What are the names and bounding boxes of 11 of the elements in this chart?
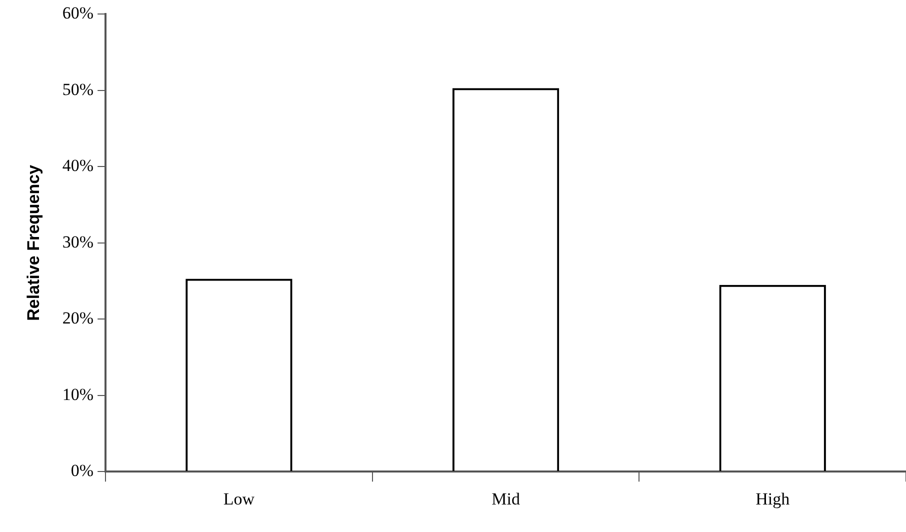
y-tick-label: 10% bbox=[62, 384, 94, 404]
y-tick-label: 30% bbox=[62, 232, 94, 252]
x-tick-label: Low bbox=[223, 489, 256, 508]
y-tick-label: 40% bbox=[62, 156, 94, 176]
y-tick-label: 20% bbox=[62, 308, 94, 328]
y-tick-label: 0% bbox=[70, 461, 94, 480]
x-tick-label: Mid bbox=[492, 489, 520, 508]
x-tick-label: High bbox=[756, 489, 790, 508]
y-tick-label: 50% bbox=[62, 80, 94, 99]
y-tick-label: 60% bbox=[62, 4, 94, 23]
y-axis-title: Relative Frequency bbox=[24, 164, 43, 321]
